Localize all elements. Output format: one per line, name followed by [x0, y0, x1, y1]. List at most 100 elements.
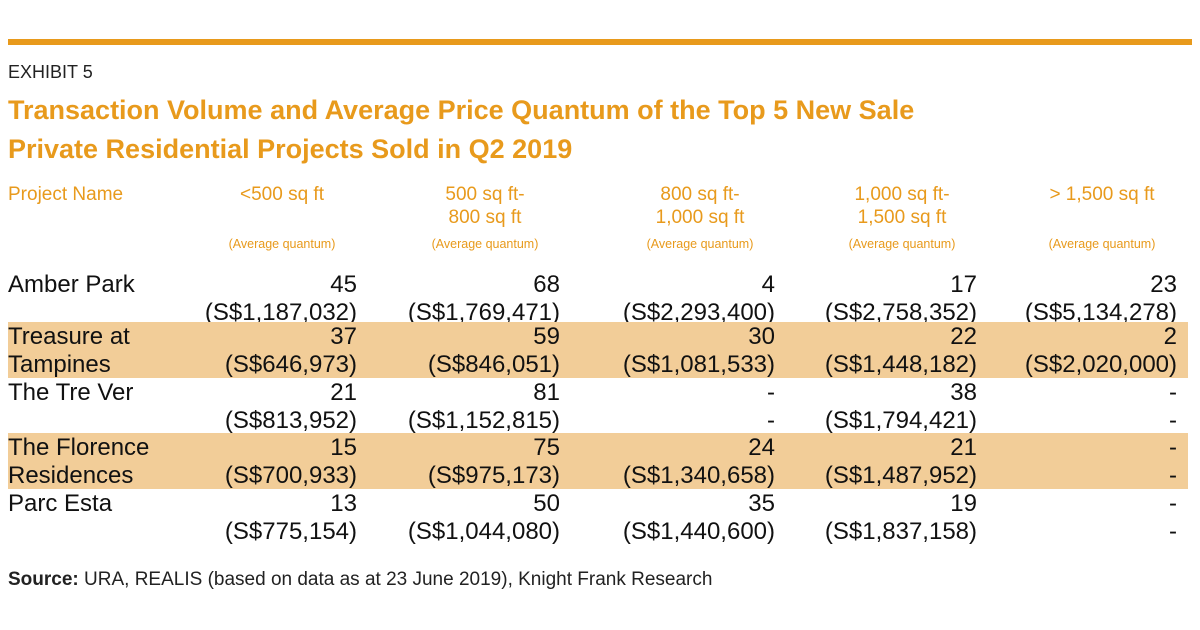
transaction-volume: 21	[330, 379, 357, 406]
column-header: Project Name	[8, 184, 124, 205]
transaction-volume: -	[1169, 490, 1177, 517]
source-label: Source:	[8, 569, 79, 590]
average-quantum: (S$813,952)	[224, 406, 357, 434]
average-quantum: (S$1,187,032)	[204, 298, 357, 326]
average-quantum: (S$1,487,952)	[824, 461, 977, 489]
average-quantum: (S$1,837,158)	[824, 517, 977, 545]
average-quantum: (S$1,440,600)	[622, 517, 775, 545]
column-header-line: 500 sq ft-	[445, 184, 525, 205]
table-cell: 37 (S$646,973)	[147, 323, 357, 378]
table-cell: --	[967, 434, 1177, 489]
average-quantum: (S$775,154)	[224, 517, 357, 545]
project-name: The Tre Ver	[8, 379, 133, 407]
table-cell: 30 (S$1,081,533)	[565, 323, 775, 378]
project-name: Treasure at Tampines	[8, 323, 130, 378]
transaction-volume: 30	[748, 323, 775, 350]
average-quantum: (S$646,973)	[224, 350, 357, 378]
column-header-line: 1,500 sq ft	[857, 207, 947, 228]
table-cell: 45 (S$1,187,032)	[147, 271, 357, 326]
table-cell: 15 (S$700,933)	[147, 434, 357, 489]
column-sublabel: (Average quantum)	[228, 237, 336, 251]
project-name-line: Treasure at	[8, 323, 130, 350]
average-quantum: (S$700,933)	[224, 461, 357, 489]
column-header-line: <500 sq ft	[240, 184, 324, 205]
column-header-line: 1,000 sq ft	[655, 207, 745, 228]
page-title: Transaction Volume and Average Price Qua…	[8, 91, 914, 169]
average-quantum: (S$2,020,000)	[1024, 350, 1177, 378]
row-highlight	[8, 322, 1188, 378]
project-name-line: The Florence	[8, 434, 150, 461]
average-quantum: -	[1169, 461, 1177, 489]
column-header: > 1,500 sq ft	[1002, 183, 1200, 206]
average-quantum: -	[767, 406, 775, 434]
project-name-line: Tampines	[8, 350, 111, 378]
table-cell: 2 (S$2,020,000)	[967, 323, 1177, 378]
top-rule	[8, 39, 1192, 45]
average-quantum: (S$2,758,352)	[824, 298, 977, 326]
transaction-volume: -	[1169, 434, 1177, 461]
table-cell: 21 (S$813,952)	[147, 379, 357, 434]
table-cell: 75 (S$975,173)	[350, 434, 560, 489]
column-header: <500 sq ft	[182, 183, 382, 206]
project-name-line: Residences	[8, 461, 134, 489]
project-name-line: The Tre Ver	[8, 379, 134, 406]
source-note: Source: URA, REALIS (based on data as at…	[8, 569, 712, 591]
table-cell: 23 (S$5,134,278)	[967, 271, 1177, 326]
transaction-volume: 22	[950, 323, 977, 350]
table-cell: 38 (S$1,794,421)	[767, 379, 977, 434]
average-quantum: (S$1,448,182)	[824, 350, 977, 378]
transaction-volume: 23	[1150, 271, 1177, 298]
project-name: Parc Esta	[8, 490, 112, 518]
average-quantum: (S$975,173)	[427, 461, 560, 489]
column-sublabel: (Average quantum)	[431, 237, 539, 251]
row-highlight	[8, 433, 1188, 489]
transaction-volume: 15	[330, 434, 357, 461]
source-text: URA, REALIS (based on data as at 23 June…	[78, 569, 713, 590]
table-cell: 59 (S$846,051)	[350, 323, 560, 378]
project-name-line: Parc Esta	[8, 490, 113, 517]
table-cell: 13 (S$775,154)	[147, 490, 357, 545]
transaction-volume: 17	[950, 271, 977, 298]
table-cell: 17 (S$2,758,352)	[767, 271, 977, 326]
transaction-volume: 13	[330, 490, 357, 517]
table-cell: 68 (S$1,769,471)	[350, 271, 560, 326]
table-cell: 81 (S$1,152,815)	[350, 379, 560, 434]
title-line: Transaction Volume and Average Price Qua…	[8, 95, 915, 125]
title-line: Private Residential Projects Sold in Q2 …	[8, 134, 573, 164]
table-cell: 4 (S$2,293,400)	[565, 271, 775, 326]
transaction-volume: 59	[533, 323, 560, 350]
column-sublabel: (Average quantum)	[848, 237, 956, 251]
column-header-line: > 1,500 sq ft	[1049, 184, 1155, 205]
average-quantum: -	[1169, 517, 1177, 545]
transaction-volume: 45	[330, 271, 357, 298]
transaction-volume: -	[767, 379, 775, 406]
average-quantum: (S$1,152,815)	[407, 406, 560, 434]
transaction-volume: 19	[950, 490, 977, 517]
table-cell: 24 (S$1,340,658)	[565, 434, 775, 489]
column-sublabel: (Average quantum)	[646, 237, 754, 251]
average-quantum: (S$2,293,400)	[622, 298, 775, 326]
transaction-volume: 37	[330, 323, 357, 350]
table-cell: 22 (S$1,448,182)	[767, 323, 977, 378]
transaction-volume: 35	[748, 490, 775, 517]
transaction-volume: 50	[533, 490, 560, 517]
column-header-line: 1,000 sq ft-	[854, 184, 950, 205]
table-cell: --	[967, 490, 1177, 545]
transaction-volume: 75	[533, 434, 560, 461]
project-name: Amber Park	[8, 271, 135, 299]
average-quantum: (S$1,794,421)	[824, 406, 977, 434]
transaction-volume: 24	[748, 434, 775, 461]
table-cell: 50 (S$1,044,080)	[350, 490, 560, 545]
column-header: 500 sq ft- 800 sq ft	[385, 183, 585, 229]
average-quantum: (S$1,340,658)	[622, 461, 775, 489]
column-header: 800 sq ft- 1,000 sq ft	[600, 183, 800, 229]
exhibit-label: EXHIBIT 5	[8, 62, 93, 82]
average-quantum: (S$5,134,278)	[1024, 298, 1177, 326]
average-quantum: (S$1,044,080)	[407, 517, 560, 545]
average-quantum: (S$846,051)	[427, 350, 560, 378]
table-cell: --	[967, 379, 1177, 434]
average-quantum: (S$1,769,471)	[407, 298, 560, 326]
transaction-volume: 68	[533, 271, 560, 298]
table-cell: 21 (S$1,487,952)	[767, 434, 977, 489]
average-quantum: (S$1,081,533)	[622, 350, 775, 378]
